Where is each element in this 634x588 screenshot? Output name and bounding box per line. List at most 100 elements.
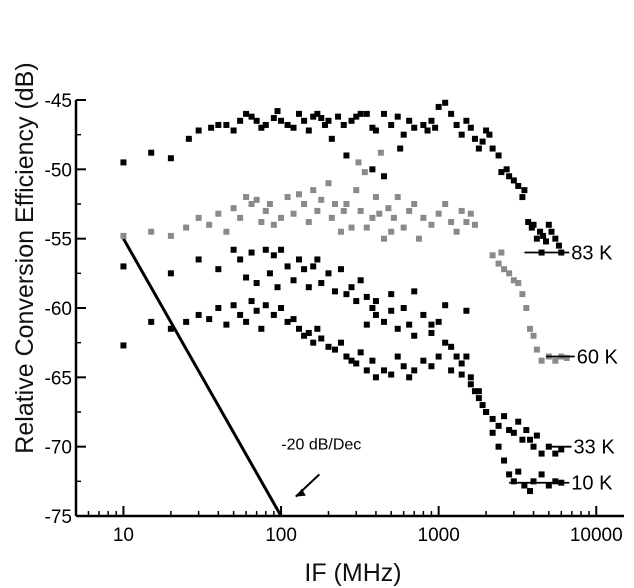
data-point-60k bbox=[388, 228, 395, 235]
data-point-60k bbox=[406, 207, 413, 214]
data-point-33k bbox=[353, 298, 360, 305]
data-point-83k bbox=[540, 232, 547, 239]
data-point-33k bbox=[442, 339, 449, 346]
y-tick-label: -70 bbox=[45, 438, 72, 459]
data-point-83k bbox=[506, 173, 513, 180]
data-point-83k bbox=[458, 131, 465, 138]
data-point-10k bbox=[223, 321, 230, 328]
data-point-10k bbox=[420, 357, 427, 364]
data-point-60k bbox=[400, 224, 407, 231]
data-point-83k bbox=[420, 121, 427, 128]
data-point-83k bbox=[290, 124, 297, 131]
data-point-60k bbox=[510, 277, 517, 284]
data-point-10k bbox=[348, 357, 355, 364]
data-point-60k bbox=[442, 201, 449, 207]
data-point-10k bbox=[183, 318, 190, 325]
data-point-10k bbox=[337, 339, 344, 346]
data-point-60k bbox=[296, 191, 303, 198]
data-point-33k bbox=[270, 252, 277, 259]
data-point-83k bbox=[519, 194, 526, 201]
data-point-10k bbox=[120, 342, 127, 349]
data-point-60k bbox=[385, 205, 392, 212]
data-point-83k bbox=[343, 152, 350, 159]
data-point-33k bbox=[120, 263, 127, 270]
data-point-83k bbox=[248, 113, 255, 120]
data-point-33k bbox=[343, 291, 350, 298]
data-point-83k bbox=[243, 110, 250, 117]
data-point-33k bbox=[388, 307, 395, 314]
data-point-33k bbox=[479, 402, 486, 409]
data-point-60k bbox=[428, 221, 435, 228]
data-point-83k bbox=[380, 173, 387, 180]
data-point-60k bbox=[248, 201, 255, 207]
data-point-60k bbox=[340, 207, 347, 214]
data-point-60k bbox=[380, 235, 387, 242]
data-point-33k bbox=[266, 270, 273, 277]
data-point-60k bbox=[519, 291, 526, 298]
data-point-83k bbox=[400, 131, 407, 138]
data-point-33k bbox=[215, 266, 222, 273]
data-point-60k bbox=[420, 214, 427, 221]
data-point-10k bbox=[538, 471, 545, 478]
data-point-10k bbox=[372, 311, 379, 318]
data-point-60k bbox=[325, 180, 332, 187]
data-point-60k bbox=[183, 224, 190, 231]
data-point-83k bbox=[510, 177, 517, 184]
data-point-83k bbox=[353, 113, 360, 120]
data-point-83k bbox=[448, 110, 455, 117]
data-point-83k bbox=[296, 110, 303, 117]
data-point-10k bbox=[284, 318, 291, 325]
data-point-60k bbox=[305, 219, 312, 226]
data-point-10k bbox=[388, 291, 395, 298]
data-point-60k bbox=[377, 149, 384, 156]
data-point-33k bbox=[314, 256, 321, 263]
data-point-10k bbox=[243, 318, 250, 325]
data-point-33k bbox=[337, 266, 344, 273]
reference-slope-line bbox=[122, 237, 283, 517]
data-point-10k bbox=[363, 367, 370, 374]
data-point-33k bbox=[369, 305, 376, 311]
data-point-83k bbox=[369, 166, 376, 173]
data-point-60k bbox=[357, 207, 364, 214]
data-point-83k bbox=[357, 110, 364, 117]
data-point-83k bbox=[278, 117, 285, 124]
data-point-83k bbox=[310, 113, 317, 120]
data-point-83k bbox=[321, 121, 328, 128]
series-label: 33 K bbox=[574, 437, 616, 459]
data-point-60k bbox=[363, 224, 370, 231]
data-point-83k bbox=[479, 138, 486, 145]
data-point-33k bbox=[510, 429, 517, 436]
data-point-33k bbox=[394, 325, 401, 332]
data-point-60k bbox=[253, 196, 260, 203]
data-point-83k bbox=[424, 127, 431, 134]
data-point-83k bbox=[483, 127, 490, 134]
data-point-60k bbox=[301, 201, 308, 207]
data-point-60k bbox=[435, 210, 442, 217]
data-point-10k bbox=[448, 367, 455, 374]
data-point-10k bbox=[262, 302, 269, 309]
data-point-83k bbox=[453, 121, 460, 128]
data-point-10k bbox=[515, 468, 522, 475]
data-point-60k bbox=[376, 210, 383, 217]
data-point-60k bbox=[394, 194, 401, 201]
data-point-60k bbox=[453, 228, 460, 235]
data-point-83k bbox=[498, 169, 505, 176]
data-point-33k bbox=[325, 270, 332, 277]
data-point-83k bbox=[486, 131, 493, 138]
data-point-60k bbox=[332, 201, 339, 207]
data-point-10k bbox=[314, 325, 321, 332]
data-point-33k bbox=[305, 284, 312, 291]
data-point-33k bbox=[301, 266, 308, 273]
data-point-10k bbox=[400, 363, 407, 370]
data-point-83k bbox=[284, 121, 291, 128]
data-point-10k bbox=[310, 339, 317, 346]
data-point-10k bbox=[167, 325, 174, 332]
data-point-83k bbox=[215, 121, 222, 128]
data-point-83k bbox=[521, 187, 528, 194]
data-point-60k bbox=[206, 221, 213, 228]
data-point-33k bbox=[380, 318, 387, 325]
data-point-33k bbox=[296, 256, 303, 263]
data-point-83k bbox=[120, 159, 127, 166]
data-point-60k bbox=[237, 214, 244, 221]
data-point-33k bbox=[453, 353, 460, 360]
